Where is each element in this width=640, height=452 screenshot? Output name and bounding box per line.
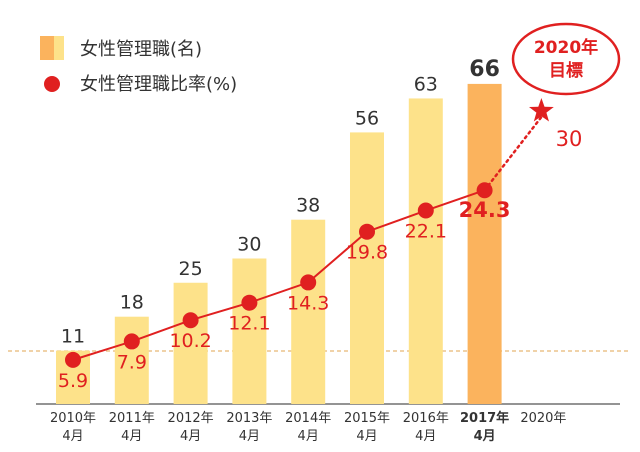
x-tick-label: 4月 <box>415 429 436 444</box>
rate-line <box>72 189 485 361</box>
bar-2017年 <box>467 83 502 405</box>
x-tick-label: 2020年 <box>520 411 566 426</box>
target-label-year: 2020年 <box>534 37 598 58</box>
x-tick-label: 4月 <box>239 429 260 444</box>
x-tick-label: 4月 <box>180 429 201 444</box>
rate-marker <box>241 294 258 311</box>
target-label-goal: 目標 <box>549 60 583 81</box>
bar-value-label: 25 <box>179 258 203 280</box>
rate-labels: 5.9 7.9 10.2 12.1 14.3 19.8 22.1 24.3 <box>58 198 511 392</box>
bar-value-label: 30 <box>237 234 261 256</box>
x-tick-label: 2014年 <box>285 411 331 426</box>
x-tick-label: 4月 <box>298 429 319 444</box>
rate-value-label: 10.2 <box>169 330 211 352</box>
x-tick-label: 2010年 <box>50 411 96 426</box>
target-annotation: 2020年 目標 30 <box>511 22 621 151</box>
x-tick-label: 2013年 <box>226 411 272 426</box>
legend-label-rate: 女性管理職比率(%) <box>80 74 237 95</box>
rate-value-label: 7.9 <box>117 351 147 373</box>
bar-2016年 <box>408 98 443 404</box>
rate-value-label: 24.3 <box>459 198 511 222</box>
bars <box>56 83 502 405</box>
target-value-label: 30 <box>556 127 583 151</box>
rate-value-label: 5.9 <box>58 370 88 392</box>
x-tick-label: 4月 <box>121 429 142 444</box>
bar-value-label: 18 <box>120 292 144 314</box>
target-star-icon <box>529 98 554 122</box>
bar-labels: 11 18 25 30 38 56 63 66 <box>61 57 500 348</box>
x-tick-label: 4月 <box>356 429 377 444</box>
x-tick-label: 2017年 <box>460 410 509 426</box>
rate-marker <box>359 223 375 240</box>
x-tick-label: 2016年 <box>403 411 449 426</box>
legend-swatch-bar-dark <box>40 36 54 60</box>
x-tick-label: 4月 <box>62 429 83 444</box>
rate-value-label: 14.3 <box>287 292 329 314</box>
rate-value-label: 12.1 <box>228 313 270 335</box>
rate-marker <box>123 333 140 350</box>
rate-line-group <box>65 115 543 368</box>
rate-marker <box>182 312 199 329</box>
rate-value-label: 22.1 <box>405 221 447 243</box>
bar-value-label: 11 <box>61 326 85 348</box>
rate-value-label: 19.8 <box>346 242 388 264</box>
x-tick-labels: 2010年 4月 2011年 4月 2012年 4月 2013年 4月 2014年 4月 2015年… <box>50 410 566 444</box>
x-tick-label: 2012年 <box>168 411 214 426</box>
rate-marker <box>417 202 434 219</box>
rate-marker <box>476 182 493 199</box>
legend: 女性管理職(名) 女性管理職比率(%) <box>40 36 237 95</box>
bar-2013年 <box>232 258 267 404</box>
bar-value-label: 66 <box>469 57 500 82</box>
bar-value-label: 63 <box>414 73 438 95</box>
target-projection-line <box>483 115 543 192</box>
rate-marker <box>65 351 81 368</box>
bar-2011年 <box>114 316 149 404</box>
bar-value-label: 56 <box>355 107 379 129</box>
legend-label-count: 女性管理職(名) <box>80 39 202 60</box>
bar-value-label: 38 <box>296 195 320 217</box>
x-tick-label: 2015年 <box>344 411 390 426</box>
x-tick-label: 2011年 <box>109 411 155 426</box>
x-tick-label: 4月 <box>474 429 496 444</box>
target-bubble <box>511 22 621 96</box>
legend-marker-rate <box>44 76 60 92</box>
bar-2015年 <box>350 132 384 404</box>
bar-2014年 <box>291 219 326 404</box>
rate-marker <box>300 274 317 291</box>
bar-2012年 <box>173 282 208 404</box>
